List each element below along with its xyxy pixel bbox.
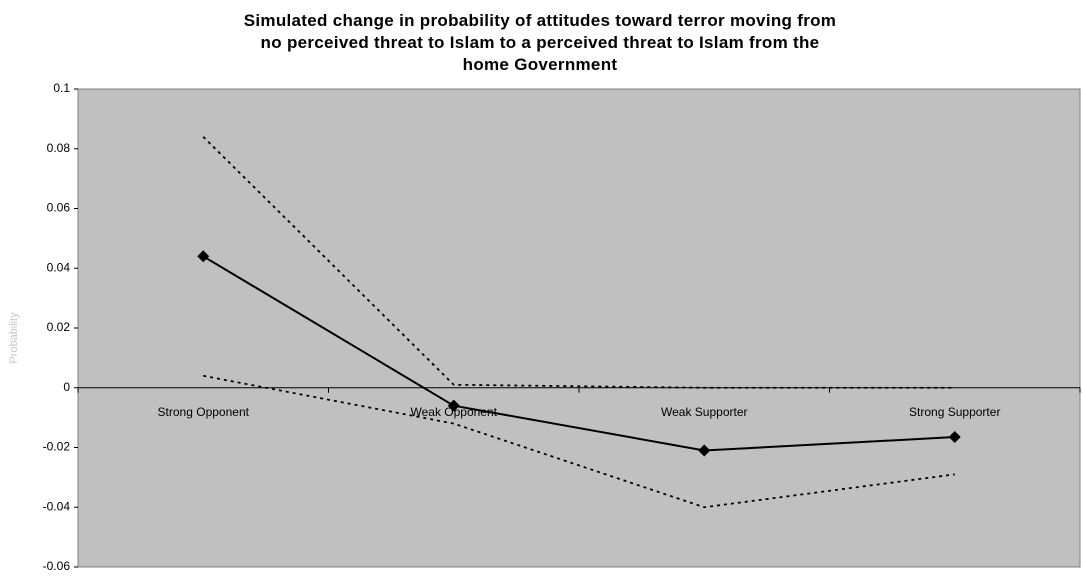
marker <box>197 250 210 263</box>
y-tick-label: 0.1 <box>53 81 70 95</box>
y-tick-label: 0.04 <box>47 260 71 274</box>
x-tick-label: Strong Supporter <box>909 405 1000 419</box>
plot-area <box>77 88 1081 568</box>
y-tick-label: -0.06 <box>43 559 71 573</box>
y-axis-label: Probability <box>8 312 20 364</box>
y-tick-label: -0.02 <box>43 440 71 454</box>
marker <box>948 431 961 444</box>
series-line <box>203 374 955 509</box>
y-tick-label: 0.08 <box>47 141 71 155</box>
series-line <box>202 255 955 452</box>
x-tick-label: Weak Opponent <box>410 405 497 419</box>
chart-title: Simulated change in probability of attit… <box>243 11 837 74</box>
marker <box>447 399 460 412</box>
marker <box>698 444 711 457</box>
series-line <box>202 136 955 389</box>
y-tick-label: 0.02 <box>47 320 71 334</box>
y-tick-label: 0.06 <box>47 201 71 215</box>
y-tick-label: -0.04 <box>43 499 71 513</box>
y-tick-label: 0 <box>63 380 70 394</box>
x-tick-label: Strong Opponent <box>158 405 250 419</box>
x-tick-label: Weak Supporter <box>661 405 748 419</box>
